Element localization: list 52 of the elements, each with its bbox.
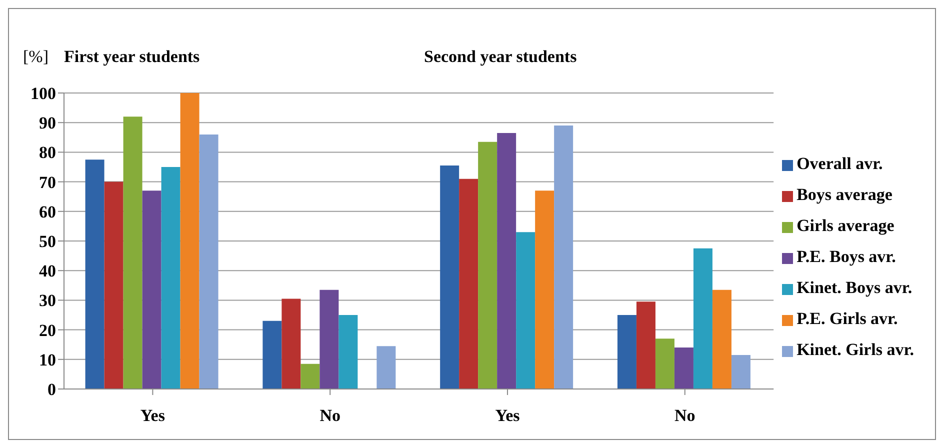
legend-label: Boys average	[796, 185, 892, 204]
bar	[104, 182, 124, 389]
bar	[693, 248, 712, 389]
bar	[554, 126, 574, 389]
y-axis-title: [%]	[23, 47, 48, 67]
legend-label: Kinet. Girls avr.	[796, 340, 914, 359]
bar	[85, 160, 104, 389]
legend-label: P.E. Girls avr.	[796, 309, 898, 328]
x-tick-label: Yes	[140, 406, 166, 426]
text: First year students	[64, 47, 200, 67]
y-tick-label: 50	[39, 232, 56, 252]
y-tick-label: 90	[39, 114, 56, 133]
legend-label: Overall avr.	[796, 154, 883, 173]
bar	[617, 315, 636, 389]
legend-label: Kinet. Boys avr.	[796, 278, 912, 297]
y-tick-label: 0	[48, 380, 56, 400]
y-tick-label: 60	[39, 202, 56, 222]
text: Second year students	[424, 47, 577, 67]
bar	[142, 190, 162, 389]
y-tick-label: 80	[39, 143, 56, 162]
legend-label: Girls average	[796, 216, 894, 235]
bar	[497, 132, 516, 389]
x-tick-label: Yes	[495, 406, 520, 426]
bar	[300, 364, 320, 389]
bar	[199, 134, 218, 389]
bar	[535, 190, 554, 389]
bar	[478, 142, 498, 389]
x-tick-label: No	[320, 406, 340, 426]
y-tick-label: 40	[39, 262, 56, 281]
bar	[180, 93, 200, 389]
bar	[636, 302, 656, 389]
bar	[320, 290, 339, 389]
bar	[516, 232, 536, 389]
bar	[262, 320, 282, 389]
bar	[731, 354, 750, 389]
y-tick-label: 30	[39, 291, 56, 310]
bar	[655, 338, 674, 389]
y-tick-label: 100	[30, 84, 56, 104]
bar	[123, 116, 142, 389]
bar	[161, 167, 180, 389]
y-tick-label: 70	[39, 172, 56, 192]
bar	[712, 290, 732, 389]
y-tick-label: 10	[39, 350, 56, 370]
bar	[674, 348, 694, 389]
legend-label: P.E. Boys avr.	[796, 247, 896, 266]
bar	[440, 166, 460, 389]
x-tick-label: No	[674, 406, 696, 426]
bar	[459, 178, 478, 389]
bar	[376, 346, 396, 389]
y-tick-label: 20	[39, 320, 56, 340]
bar	[282, 298, 301, 389]
bar	[338, 315, 358, 389]
